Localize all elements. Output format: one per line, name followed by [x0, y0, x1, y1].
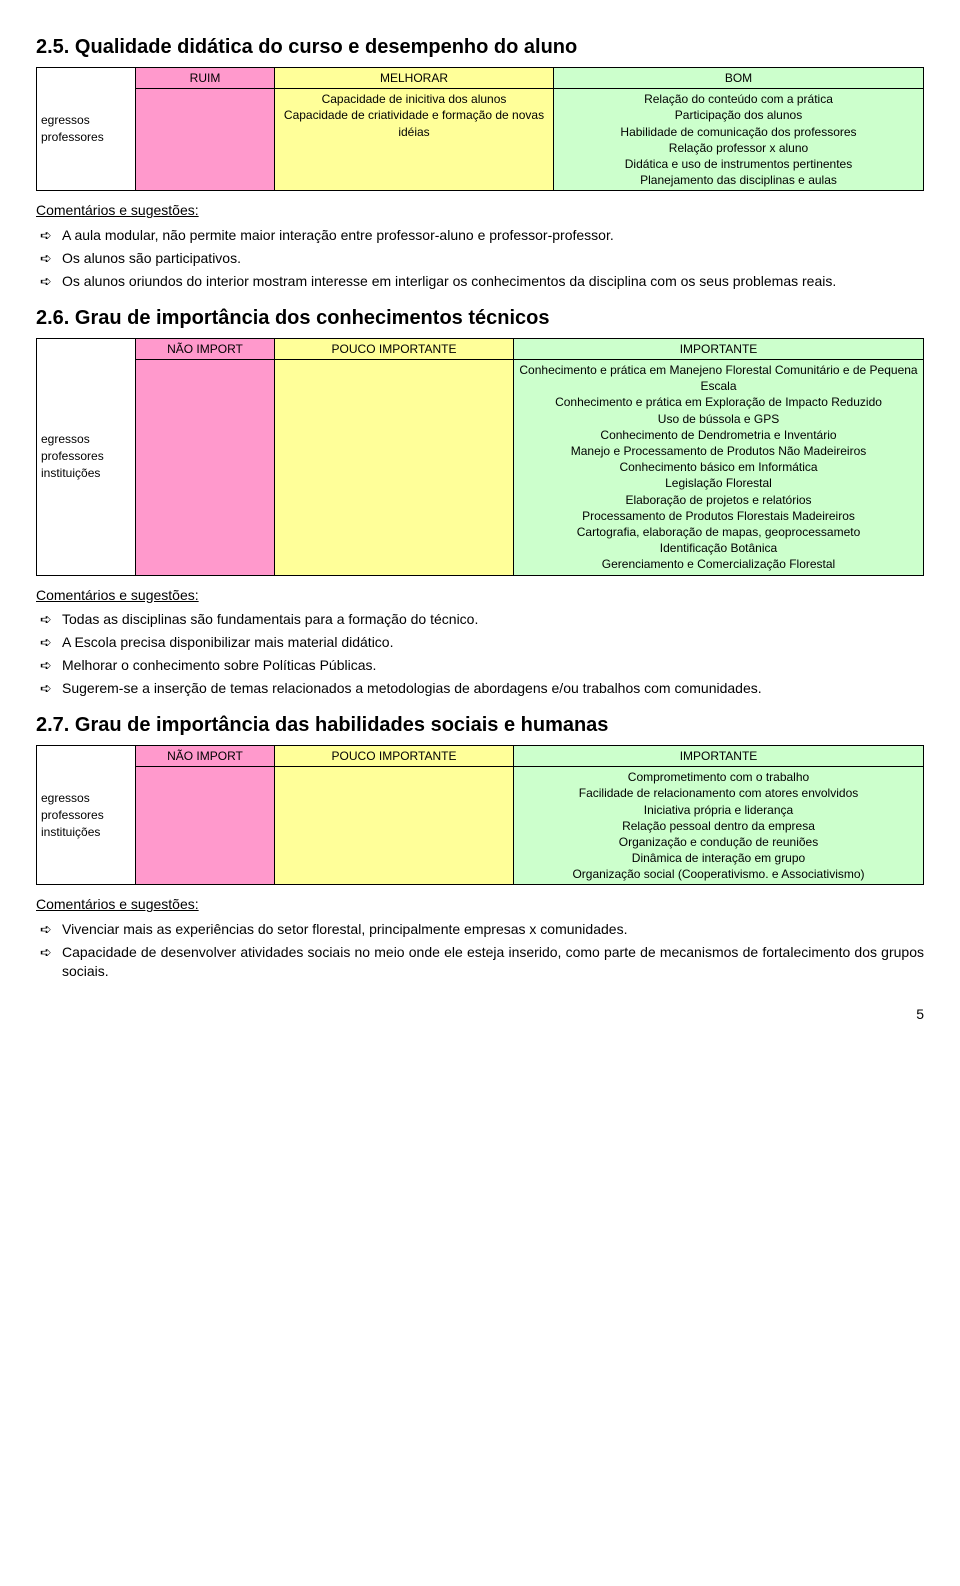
cell-text: Gerenciamento e Comercialização Floresta… [518, 556, 919, 572]
rowlabel-item: professores [41, 807, 131, 824]
cell-text: Relação pessoal dentro da empresa [518, 818, 919, 834]
cell-text: Conhecimento e prática em Manejeno Flore… [518, 362, 919, 394]
comment-item: Vivenciar mais as experiências do setor … [36, 920, 924, 939]
col-header-nao-import: NÃO IMPORT [136, 338, 275, 359]
cell-importante: Comprometimento com o trabalho Facilidad… [514, 767, 924, 885]
cell-text: Facilidade de relacionamento com atores … [518, 785, 919, 801]
cell-text: Uso de bússola e GPS [518, 411, 919, 427]
cell-text: Organização social (Cooperativismo. e As… [518, 866, 919, 882]
comments-list-25: A aula modular, não permite maior intera… [36, 226, 924, 291]
cell-text: Relação do conteúdo com a prática [558, 91, 919, 107]
rowlabel-item: egressos [41, 790, 131, 807]
col-header-ruim: RUIM [136, 68, 275, 89]
rowlabel-item: egressos [41, 112, 131, 129]
cell-nao-import [136, 360, 275, 575]
cell-text: Manejo e Processamento de Produtos Não M… [518, 443, 919, 459]
table-26: egressos professores instituições NÃO IM… [36, 338, 924, 576]
comment-item: Sugerem-se a inserção de temas relaciona… [36, 679, 924, 698]
section-27-title: 2.7. Grau de importância das habilidades… [36, 712, 924, 739]
comment-item: Todas as disciplinas são fundamentais pa… [36, 610, 924, 629]
cell-text: Didática e uso de instrumentos pertinent… [558, 156, 919, 172]
cell-text: Elaboração de projetos e relatórios [518, 492, 919, 508]
comment-item: A aula modular, não permite maior intera… [36, 226, 924, 245]
col-header-bom: BOM [554, 68, 924, 89]
cell-importante: Conhecimento e prática em Manejeno Flore… [514, 360, 924, 575]
comment-item: Capacidade de desenvolver atividades soc… [36, 943, 924, 981]
cell-text: Cartografia, elaboração de mapas, geopro… [518, 524, 919, 540]
comment-item: Melhorar o conhecimento sobre Políticas … [36, 656, 924, 675]
section-26-title: 2.6. Grau de importância dos conheciment… [36, 305, 924, 332]
table-25: egressos professores RUIM MELHORAR BOM C… [36, 67, 924, 191]
cell-text: Dinâmica de interação em grupo [518, 850, 919, 866]
comments-title-27: Comentários e sugestões: [36, 895, 924, 914]
rowlabel-item: professores [41, 129, 131, 146]
cell-text: Conhecimento de Dendrometria e Inventári… [518, 427, 919, 443]
cell-text: Organização e condução de reuniões [518, 834, 919, 850]
cell-text: Identificação Botânica [518, 540, 919, 556]
table-26-rowlabel: egressos professores instituições [37, 338, 136, 575]
cell-text: Legislação Florestal [518, 475, 919, 491]
cell-bom: Relação do conteúdo com a prática Partic… [554, 89, 924, 191]
cell-pouco-import [275, 767, 514, 885]
rowlabel-item: instituições [41, 465, 131, 482]
cell-text: Comprometimento com o trabalho [518, 769, 919, 785]
cell-text: Capacidade de inicitiva dos alunos [279, 91, 549, 107]
rowlabel-item: professores [41, 448, 131, 465]
cell-pouco-import [275, 360, 514, 575]
cell-melhorar: Capacidade de inicitiva dos alunos Capac… [275, 89, 554, 191]
cell-text: Planejamento das disciplinas e aulas [558, 172, 919, 188]
cell-text: Participação dos alunos [558, 107, 919, 123]
cell-text: Relação professor x aluno [558, 140, 919, 156]
col-header-nao-import: NÃO IMPORT [136, 745, 275, 766]
section-25-title: 2.5. Qualidade didática do curso e desem… [36, 34, 924, 61]
comment-item: Os alunos oriundos do interior mostram i… [36, 272, 924, 291]
cell-text: Processamento de Produtos Florestais Mad… [518, 508, 919, 524]
comments-title-25: Comentários e sugestões: [36, 201, 924, 220]
comments-title-26: Comentários e sugestões: [36, 586, 924, 605]
comment-item: Os alunos são participativos. [36, 249, 924, 268]
table-25-rowlabel: egressos professores [37, 68, 136, 191]
cell-text: Conhecimento e prática em Exploração de … [518, 394, 919, 410]
cell-text: Capacidade de criatividade e formação de… [279, 107, 549, 139]
cell-nao-import [136, 767, 275, 885]
table-27-rowlabel: egressos professores instituições [37, 745, 136, 885]
comments-list-27: Vivenciar mais as experiências do setor … [36, 920, 924, 981]
col-header-pouco-import: POUCO IMPORTANTE [275, 745, 514, 766]
rowlabel-item: instituições [41, 824, 131, 841]
col-header-importante: IMPORTANTE [514, 745, 924, 766]
cell-ruim [136, 89, 275, 191]
cell-text: Conhecimento básico em Informática [518, 459, 919, 475]
col-header-pouco-import: POUCO IMPORTANTE [275, 338, 514, 359]
comments-list-26: Todas as disciplinas são fundamentais pa… [36, 610, 924, 698]
rowlabel-item: egressos [41, 431, 131, 448]
col-header-importante: IMPORTANTE [514, 338, 924, 359]
page-number: 5 [36, 1005, 924, 1024]
cell-text: Habilidade de comunicação dos professore… [558, 124, 919, 140]
table-27: egressos professores instituições NÃO IM… [36, 745, 924, 886]
col-header-melhorar: MELHORAR [275, 68, 554, 89]
comment-item: A Escola precisa disponibilizar mais mat… [36, 633, 924, 652]
cell-text: Iniciativa própria e liderança [518, 802, 919, 818]
